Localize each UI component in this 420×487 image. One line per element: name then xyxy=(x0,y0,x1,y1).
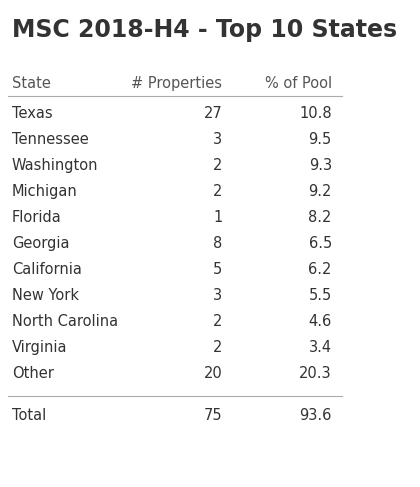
Text: 9.2: 9.2 xyxy=(308,184,332,199)
Text: State: State xyxy=(12,76,51,92)
Text: 2: 2 xyxy=(213,339,222,355)
Text: Florida: Florida xyxy=(12,210,62,225)
Text: North Carolina: North Carolina xyxy=(12,314,118,329)
Text: 6.5: 6.5 xyxy=(309,236,332,251)
Text: 3: 3 xyxy=(213,288,222,303)
Text: Michigan: Michigan xyxy=(12,184,78,199)
Text: 2: 2 xyxy=(213,184,222,199)
Text: Tennessee: Tennessee xyxy=(12,132,89,148)
Text: Texas: Texas xyxy=(12,107,52,121)
Text: 20.3: 20.3 xyxy=(299,366,332,380)
Text: 9.5: 9.5 xyxy=(309,132,332,148)
Text: 9.3: 9.3 xyxy=(309,158,332,173)
Text: Washington: Washington xyxy=(12,158,98,173)
Text: 5: 5 xyxy=(213,262,222,277)
Text: 2: 2 xyxy=(213,158,222,173)
Text: % of Pool: % of Pool xyxy=(265,76,332,92)
Text: New York: New York xyxy=(12,288,79,303)
Text: 27: 27 xyxy=(204,107,222,121)
Text: Georgia: Georgia xyxy=(12,236,69,251)
Text: Other: Other xyxy=(12,366,54,380)
Text: MSC 2018-H4 - Top 10 States: MSC 2018-H4 - Top 10 States xyxy=(12,19,397,42)
Text: 8: 8 xyxy=(213,236,222,251)
Text: 1: 1 xyxy=(213,210,222,225)
Text: 93.6: 93.6 xyxy=(299,409,332,423)
Text: 3.4: 3.4 xyxy=(309,339,332,355)
Text: 8.2: 8.2 xyxy=(308,210,332,225)
Text: 4.6: 4.6 xyxy=(309,314,332,329)
Text: 2: 2 xyxy=(213,314,222,329)
Text: 20: 20 xyxy=(204,366,222,380)
Text: Virginia: Virginia xyxy=(12,339,67,355)
Text: 3: 3 xyxy=(213,132,222,148)
Text: California: California xyxy=(12,262,82,277)
Text: 10.8: 10.8 xyxy=(299,107,332,121)
Text: 75: 75 xyxy=(204,409,222,423)
Text: Total: Total xyxy=(12,409,46,423)
Text: # Properties: # Properties xyxy=(131,76,222,92)
Text: 6.2: 6.2 xyxy=(308,262,332,277)
Text: 5.5: 5.5 xyxy=(309,288,332,303)
